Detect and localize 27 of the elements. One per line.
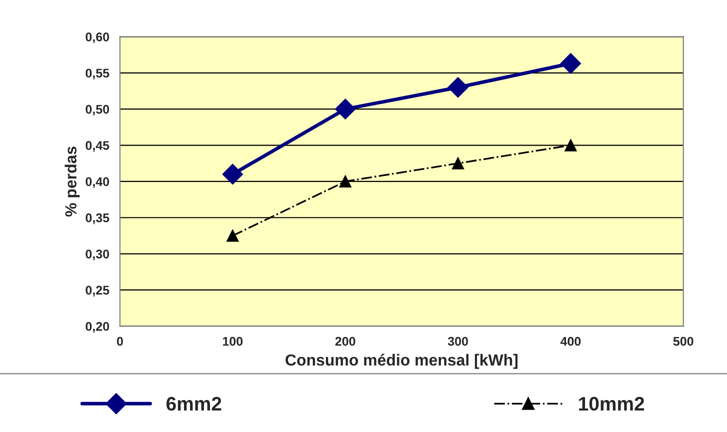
point: [452, 157, 464, 170]
point: [334, 98, 356, 120]
y-tick-label: 0,60: [86, 32, 110, 44]
x-tick-label: 400: [560, 336, 581, 346]
y-tick-label: 0,35: [86, 213, 110, 224]
y-tick-label: 0,50: [86, 104, 110, 116]
x-tick-label: 500: [673, 336, 694, 346]
x-tick-label: 0: [116, 336, 123, 346]
x-axis-title: Consumo médio mensal [kWh]: [286, 354, 518, 369]
point: [448, 77, 468, 98]
point: [339, 175, 352, 188]
y-tick-label: 0,30: [86, 250, 110, 260]
y-tick-label: 0,55: [86, 68, 110, 80]
y-tick-label: 0,25: [86, 286, 110, 296]
x-tick-label: 200: [335, 336, 356, 346]
point: [564, 139, 577, 152]
x-tick-label: 100: [223, 336, 243, 346]
x-tick-label: 300: [448, 336, 468, 346]
legend-label: 10mm2: [579, 396, 644, 411]
legend-label: 6mm2: [166, 396, 222, 411]
y-tick-label: 0,20: [86, 322, 110, 333]
point: [226, 230, 239, 242]
y-tick-label: 0,45: [86, 141, 110, 152]
point: [560, 53, 582, 74]
point: [222, 164, 243, 185]
y-axis-title: % perdas: [64, 146, 80, 217]
y-tick-label: 0,40: [86, 177, 110, 188]
